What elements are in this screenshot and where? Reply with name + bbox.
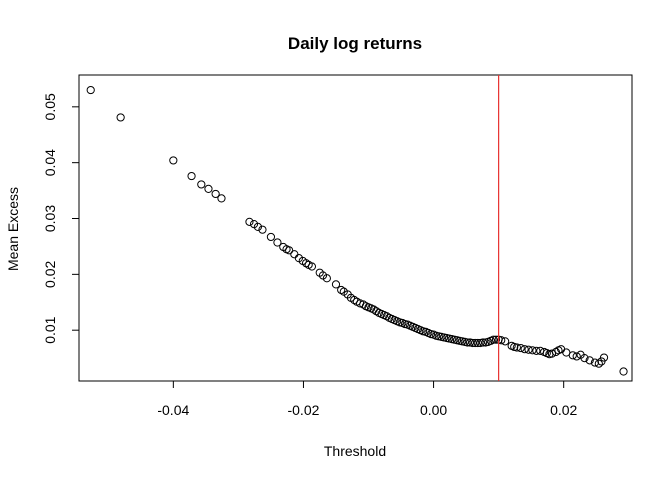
x-tick-label: 0.00 [420, 402, 447, 418]
x-tick-label: -0.04 [157, 402, 189, 418]
data-point-112 [594, 359, 603, 368]
data-point-77 [471, 338, 480, 348]
data-point-2 [169, 156, 178, 165]
data-point-5 [204, 184, 213, 194]
y-axis: 0.01 0.02 0.03 0.04 0.05 [42, 93, 80, 344]
data-point-1 [116, 113, 125, 122]
data-point-74 [463, 338, 472, 347]
x-tick-label: 0.02 [550, 402, 577, 418]
data-point-34 [359, 300, 368, 309]
data-point-88 [501, 337, 510, 346]
data-point-39 [372, 307, 381, 316]
data-point-91 [512, 343, 521, 352]
data-point-94 [524, 345, 533, 354]
x-axis-label: Threshold [324, 443, 386, 459]
data-point-114 [599, 353, 609, 362]
data-point-25 [322, 274, 331, 283]
y-axis-label: Mean Excess [5, 187, 21, 271]
data-point-110 [585, 356, 594, 365]
data-point-87 [497, 336, 506, 345]
data-point-111 [590, 358, 600, 367]
data-point-92 [516, 343, 525, 353]
data-point-106 [568, 351, 577, 360]
data-point-78 [473, 338, 482, 348]
data-point-76 [468, 338, 477, 348]
data-point-93 [520, 345, 529, 354]
data-point-8 [245, 217, 254, 226]
data-point-4 [197, 180, 206, 189]
data-point-27 [337, 285, 346, 295]
data-point-12 [266, 232, 276, 242]
data-point-115 [619, 367, 628, 376]
data-point-26 [331, 280, 341, 289]
y-tick-label: 0.05 [42, 93, 58, 120]
data-point-13 [273, 238, 282, 247]
data-point-7 [217, 194, 226, 203]
y-tick-label: 0.02 [42, 261, 58, 288]
data-point-109 [580, 354, 589, 363]
data-point-17 [290, 250, 299, 259]
plot-frame [78, 74, 633, 382]
data-point-16 [285, 246, 294, 255]
y-tick-label: 0.01 [42, 316, 58, 343]
data-point-22 [307, 262, 317, 271]
data-point-96 [532, 346, 541, 355]
data-point-85 [491, 335, 501, 344]
data-point-95 [528, 346, 537, 355]
y-tick-label: 0.04 [42, 149, 58, 176]
x-axis: -0.04 -0.02 0.00 0.02 [157, 380, 578, 418]
data-point-3 [187, 171, 196, 181]
chart-title: Daily log returns [288, 34, 422, 53]
data-point-0 [86, 85, 95, 95]
x-tick-label: -0.02 [287, 402, 319, 418]
data-point-84 [489, 335, 498, 344]
data-point-11 [258, 225, 267, 234]
data-points [86, 85, 628, 376]
data-point-101 [547, 349, 557, 358]
data-point-6 [211, 189, 220, 199]
data-point-80 [478, 338, 488, 347]
data-point-107 [572, 352, 581, 361]
y-tick-label: 0.03 [42, 205, 58, 232]
data-point-102 [551, 347, 560, 357]
data-point-10 [253, 222, 263, 231]
data-point-43 [382, 312, 391, 321]
